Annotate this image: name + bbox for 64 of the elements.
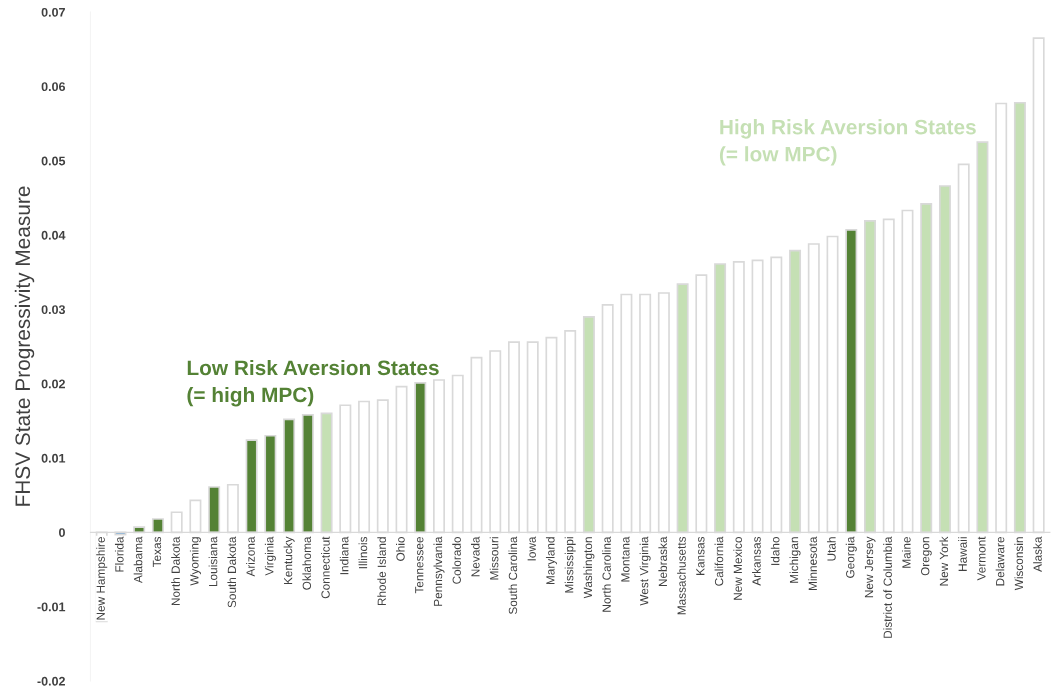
x-tick-label: Iowa (527, 536, 536, 561)
x-tick-label: Missouri (489, 537, 499, 580)
y-tick-label: 0.05 (41, 156, 66, 166)
annotation: High Risk Aversion States (= low MPC) (719, 119, 976, 166)
y-axis-title: FHSV State Progressivity Measure (14, 186, 35, 506)
x-tick-label: South Dakota (227, 536, 237, 608)
x-tick-label: South Carolina (508, 536, 518, 615)
x-tick-label: North Carolina (602, 536, 611, 612)
x-tick-label: Kansas (696, 536, 705, 575)
x-tick-label: New York (939, 536, 949, 586)
y-tick-label: 0.03 (41, 305, 66, 315)
x-tick-label: Alabama (133, 536, 143, 584)
x-tick-label: Ohio (396, 537, 405, 561)
x-tick-label: New Mexico (733, 537, 742, 600)
x-tick-label: Georgia (845, 536, 857, 578)
x-tick-label: Washington (583, 537, 595, 599)
y-tick-label: 0 (59, 528, 65, 537)
x-tick-label: Tennessee (415, 537, 424, 594)
x-tick-label: Alaska (1033, 536, 1042, 572)
x-tick-label: New Jersey (864, 536, 876, 598)
x-tick-label: Arkansas (752, 536, 761, 586)
x-tick-label: Pennsylvania (433, 536, 445, 606)
y-tick-label: 0.07 (41, 7, 65, 17)
x-tick-label: West Virginia (639, 536, 651, 606)
annotation: Low Risk Aversion States (= high MPC) (187, 359, 439, 407)
x-tick-label: Idaho (770, 537, 780, 565)
y-tick-label: -0.02 (37, 676, 65, 686)
x-tick-label: Arizona (246, 536, 255, 577)
x-tick-label: Massachusetts (677, 536, 686, 615)
x-tick-label: New Hampshire (96, 537, 108, 620)
x-tick-label: Texas (152, 536, 162, 568)
x-tick-label: District of Columbia (883, 536, 892, 638)
x-tick-label: Maryland (545, 537, 557, 585)
x-tick-label: Nevada (470, 536, 480, 577)
x-tick-label: Oregon (921, 537, 932, 576)
x-tick-label: Montana (621, 536, 630, 582)
y-tick-label: 0.06 (41, 82, 66, 92)
y-tick-label: -0.01 (37, 602, 66, 612)
x-tick-label: Hawaii (958, 537, 967, 571)
x-tick-label: Mississippi (564, 537, 576, 593)
y-tick-label: 0.01 (41, 453, 66, 463)
y-tick-label: 0.02 (41, 379, 65, 389)
x-tick-label: Indiana (339, 536, 349, 575)
x-tick-label: Virginia (264, 536, 276, 576)
x-tick-label: Michigan (789, 537, 801, 583)
x-tick-label: Florida (114, 536, 124, 572)
x-tick-label: Delaware (995, 537, 1005, 586)
x-tick-label: Nebraska (658, 536, 668, 587)
x-tick-label: Oklahoma (302, 536, 312, 590)
x-tick-label: Minnesota (808, 536, 817, 590)
x-tick-label: Louisiana (208, 536, 218, 587)
y-tick-label: 0.04 (41, 230, 66, 240)
x-tick-label: Wyoming (189, 537, 201, 586)
x-tick-label: California (714, 536, 724, 586)
x-tick-label: Rhode Island (377, 537, 386, 606)
x-tick-label: Colorado (452, 537, 461, 584)
x-tick-label: Wisconsin (1014, 537, 1024, 591)
x-tick-label: North Dakota (171, 536, 180, 606)
x-tick-label: Kentucky (283, 536, 295, 585)
x-tick-label: Maine (901, 537, 911, 568)
x-tick-label: Connecticut (321, 536, 330, 599)
x-tick-label: Illinois (358, 536, 368, 569)
x-tick-label: Vermont (977, 536, 986, 581)
x-tick-label: Utah (827, 537, 836, 561)
